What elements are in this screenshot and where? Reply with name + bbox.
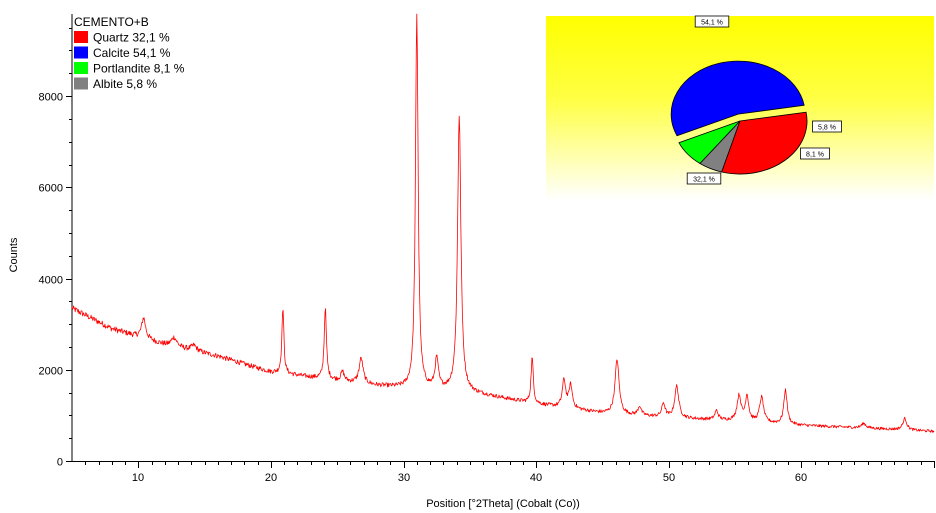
y-tick-label: 4000 (39, 275, 63, 287)
pie-label-box (694, 15, 730, 28)
legend-swatch (74, 62, 88, 74)
legend-entry-label: Calcite 54,1 % (93, 46, 171, 60)
axes: 0 2000 4000 6000 8000 10 20 30 40 50 60 (39, 14, 935, 484)
inset-pie-chart: 54,1 % 8,1 % 5,8 % 32,1 % (670, 15, 842, 185)
x-tick-label: 10 (132, 472, 144, 484)
legend-swatch (74, 46, 88, 59)
pie-slice-label: 8,1 % (806, 152, 824, 159)
pie-slice-calcite (670, 60, 805, 137)
pie-label-box (800, 147, 830, 160)
pie-slice-label: 32,1 % (693, 177, 715, 184)
legend-entry-label: Portlandite 8,1 % (93, 62, 185, 76)
y-axis-label: Counts (8, 237, 20, 272)
x-tick-label: 20 (265, 472, 277, 484)
x-tick-label: 60 (795, 472, 807, 484)
y-tick-label: 8000 (39, 92, 63, 104)
legend-entry-label: Albite 5,8 % (93, 77, 157, 91)
x-axis-label: Position [°2Theta] (Cobalt (Co)) (426, 498, 580, 510)
y-tick-label: 2000 (39, 366, 63, 378)
y-tick-label: 6000 (39, 183, 63, 195)
pie-slice-label: 5,8 % (818, 125, 836, 132)
pie-label-box (812, 120, 842, 133)
y-tick-label: 0 (57, 457, 63, 469)
pie-label-box (686, 172, 722, 185)
x-tick-label: 40 (530, 472, 542, 484)
legend-swatch (74, 31, 88, 43)
pie-slice-label: 54,1 % (701, 20, 723, 27)
pie-slice-quartz (721, 111, 808, 175)
plot-area (71, 13, 935, 433)
legend: CEMENTO+B Quartz 32,1 %Calcite 54,1 % Por… (74, 15, 185, 91)
x-tick-label: 50 (663, 472, 675, 484)
legend-swatch (74, 77, 88, 90)
legend-title: CEMENTO+B (74, 15, 149, 29)
series-line (71, 13, 935, 433)
legend-entry-label: Quartz 32,1 % (93, 31, 170, 45)
x-tick-label: 30 (398, 472, 410, 484)
